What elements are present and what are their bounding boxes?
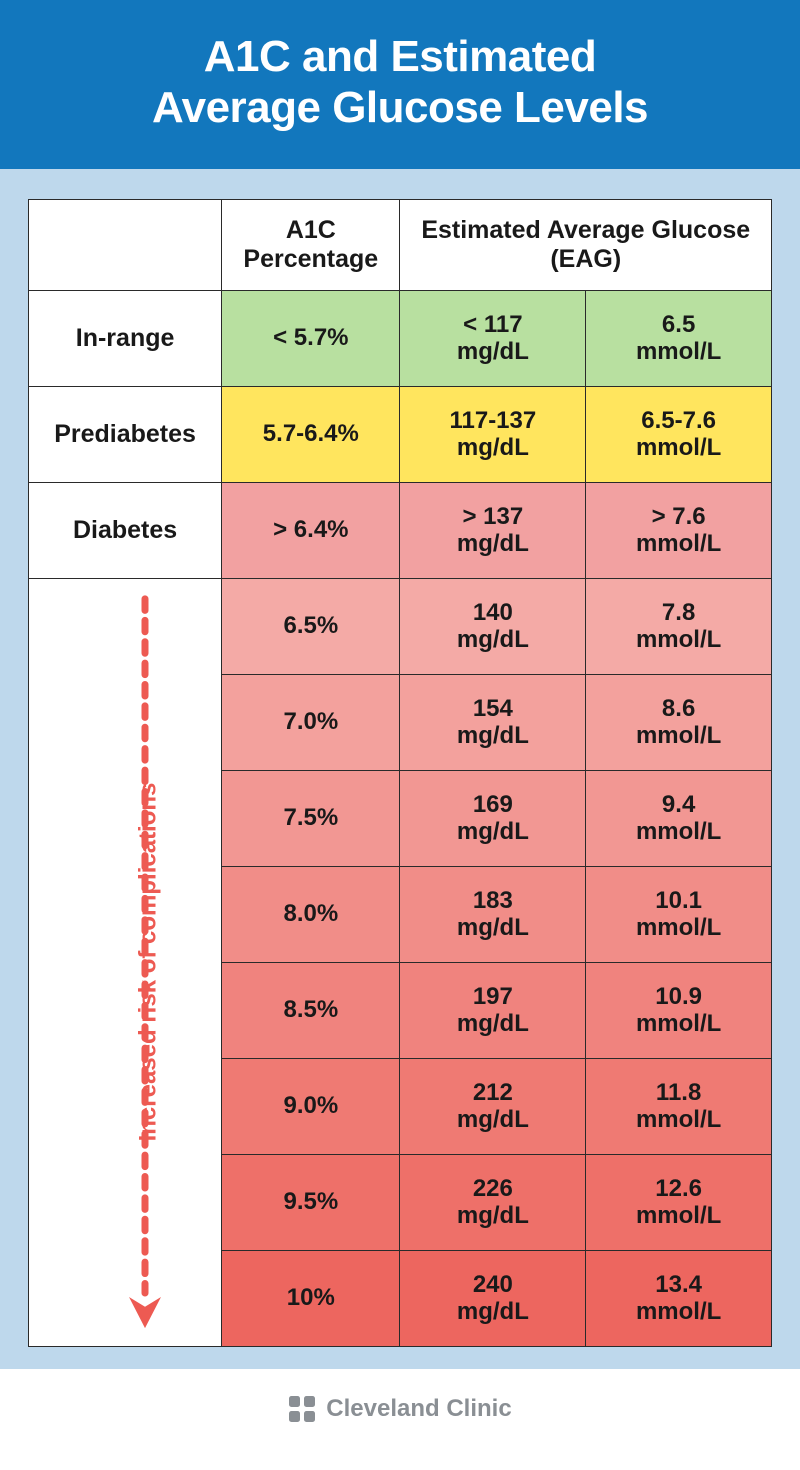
col-blank xyxy=(29,200,222,291)
a1c-value: 10% xyxy=(222,1250,400,1346)
eag-mmol-value: 13.4mmol/L xyxy=(586,1250,772,1346)
a1c-value: 9.0% xyxy=(222,1058,400,1154)
eag-mgdl-value: 240mg/dL xyxy=(400,1250,586,1346)
col-eag: Estimated Average Glucose (EAG) xyxy=(400,200,772,291)
table-row: Increased risk of complications6.5%140mg… xyxy=(29,578,772,674)
a1c-value: 8.0% xyxy=(222,866,400,962)
eag-mmol-value: 6.5mmol/L xyxy=(586,290,772,386)
eag-mgdl-value: 140mg/dL xyxy=(400,578,586,674)
eag-mmol-value: 6.5-7.6mmol/L xyxy=(586,386,772,482)
a1c-value: > 6.4% xyxy=(222,482,400,578)
footer-text: Cleveland Clinic xyxy=(326,1395,511,1423)
row-label: In-range xyxy=(29,290,222,386)
eag-mmol-value: 12.6mmol/L xyxy=(586,1154,772,1250)
eag-mmol-value: 7.8mmol/L xyxy=(586,578,772,674)
table-row: Diabetes> 6.4%> 137mg/dL> 7.6mmol/L xyxy=(29,482,772,578)
eag-mgdl-value: 183mg/dL xyxy=(400,866,586,962)
down-arrow-icon xyxy=(125,593,165,1332)
title-text: A1C and EstimatedAverage Glucose Levels xyxy=(152,32,648,132)
risk-arrow-cell: Increased risk of complications xyxy=(29,578,222,1346)
eag-mgdl-value: < 117mg/dL xyxy=(400,290,586,386)
table-container: A1C Percentage Estimated Average Glucose… xyxy=(0,169,800,1369)
a1c-value: < 5.7% xyxy=(222,290,400,386)
row-label: Prediabetes xyxy=(29,386,222,482)
a1c-value: 7.5% xyxy=(222,770,400,866)
table-row: Prediabetes5.7-6.4%117-137mg/dL6.5-7.6mm… xyxy=(29,386,772,482)
eag-mgdl-value: 117-137mg/dL xyxy=(400,386,586,482)
eag-mgdl-value: 169mg/dL xyxy=(400,770,586,866)
eag-mmol-value: 11.8mmol/L xyxy=(586,1058,772,1154)
eag-mmol-value: 8.6mmol/L xyxy=(586,674,772,770)
table-header-row: A1C Percentage Estimated Average Glucose… xyxy=(29,200,772,291)
a1c-value: 8.5% xyxy=(222,962,400,1058)
a1c-value: 9.5% xyxy=(222,1154,400,1250)
cleveland-clinic-logo-icon xyxy=(288,1395,316,1423)
page-title: A1C and EstimatedAverage Glucose Levels xyxy=(0,0,800,169)
table-row: In-range< 5.7%< 117mg/dL6.5mmol/L xyxy=(29,290,772,386)
col-a1c: A1C Percentage xyxy=(222,200,400,291)
a1c-value: 6.5% xyxy=(222,578,400,674)
a1c-value: 7.0% xyxy=(222,674,400,770)
eag-mgdl-value: 212mg/dL xyxy=(400,1058,586,1154)
a1c-value: 5.7-6.4% xyxy=(222,386,400,482)
eag-mmol-value: 9.4mmol/L xyxy=(586,770,772,866)
a1c-eag-table: A1C Percentage Estimated Average Glucose… xyxy=(28,199,772,1347)
table-body: In-range< 5.7%< 117mg/dL6.5mmol/LPrediab… xyxy=(29,290,772,1346)
eag-mmol-value: 10.9mmol/L xyxy=(586,962,772,1058)
eag-mgdl-value: 197mg/dL xyxy=(400,962,586,1058)
footer-inner: Cleveland Clinic xyxy=(288,1395,511,1423)
eag-mgdl-value: > 137mg/dL xyxy=(400,482,586,578)
footer: Cleveland Clinic xyxy=(0,1369,800,1470)
eag-mgdl-value: 154mg/dL xyxy=(400,674,586,770)
eag-mmol-value: 10.1mmol/L xyxy=(586,866,772,962)
row-label: Diabetes xyxy=(29,482,222,578)
eag-mmol-value: > 7.6mmol/L xyxy=(586,482,772,578)
infographic-page: A1C and EstimatedAverage Glucose Levels … xyxy=(0,0,800,1369)
eag-mgdl-value: 226mg/dL xyxy=(400,1154,586,1250)
